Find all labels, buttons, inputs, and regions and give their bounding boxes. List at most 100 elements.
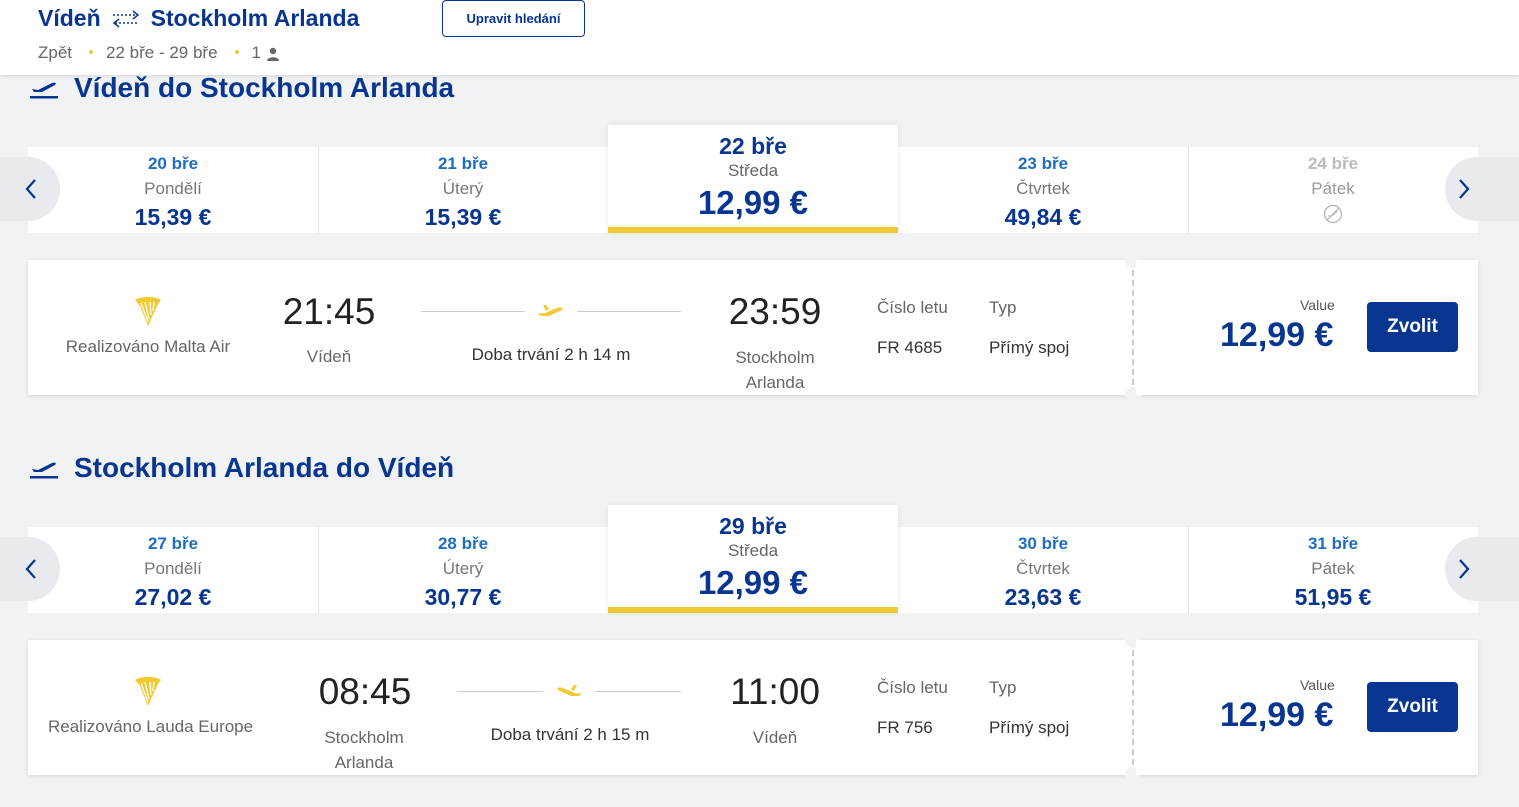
selected-date-label: 22 bře — [719, 133, 787, 159]
date-price: 15,39 € — [134, 204, 212, 230]
trip-type: Zpět — [38, 43, 73, 62]
date-option-31[interactable]: 31 bře Pátek 51,95 € — [1188, 527, 1478, 613]
route-title: Vídeň Stockholm Arlanda — [38, 5, 359, 32]
arrival-place: Vídeň — [752, 728, 798, 747]
route-line-left — [421, 311, 525, 312]
outbound-selected-date[interactable]: 22 bře Středa 12,99 € — [608, 125, 898, 233]
date-divider — [318, 527, 319, 613]
destination-city: Stockholm Arlanda — [150, 5, 360, 31]
outbound-section-title: Vídeň do Stockholm Arlanda — [30, 72, 454, 104]
date-option-24: 24 bře Pátek — [1188, 147, 1478, 233]
trip-dates: 22 bře - 29 bře — [106, 43, 218, 62]
search-summary-header: Vídeň Stockholm Arlanda Zpět 22 bře - 29… — [0, 0, 1519, 75]
weekday-label: Pátek — [1311, 179, 1355, 198]
inbound-next-dates-button[interactable] — [1445, 537, 1519, 601]
arrival-place: Stockholm Arlanda — [735, 348, 815, 392]
selected-date-label: 29 bře — [719, 513, 787, 539]
departure-plane-icon — [30, 82, 58, 99]
inbound-title-text: Stockholm Arlanda do Vídeň — [74, 452, 455, 483]
ryanair-harp-icon — [135, 677, 161, 706]
date-price: 27,02 € — [134, 584, 212, 610]
chevron-left-icon — [25, 179, 36, 199]
flight-duration: Doba trvání 2 h 15 m — [490, 725, 650, 744]
date-label: 27 bře — [147, 534, 199, 553]
card-dashed-divider — [1132, 650, 1134, 765]
date-label: 28 bře — [437, 534, 489, 553]
flight-type-label: Typ — [989, 678, 1017, 697]
carrier-info: Realizováno Lauda Europe — [48, 674, 254, 737]
weekday-label: Čtvrtek — [1016, 559, 1070, 578]
weekday-label: Úterý — [442, 179, 484, 198]
departure-plane-icon — [30, 462, 58, 479]
date-label: 24 bře — [1307, 154, 1359, 173]
departure-place: Stockholm Arlanda — [324, 728, 404, 772]
date-option-27[interactable]: 27 bře Pondělí 27,02 € — [28, 527, 318, 613]
date-divider — [318, 147, 319, 233]
date-label: 31 bře — [1307, 534, 1359, 553]
date-divider — [1188, 527, 1189, 613]
outbound-title-text: Vídeň do Stockholm Arlanda — [74, 72, 455, 103]
person-icon — [267, 47, 280, 61]
flight-number: FR 756 — [877, 718, 933, 737]
date-option-23[interactable]: 23 bře Čtvrtek 49,84 € — [898, 147, 1188, 233]
arrival-time: 11:00 — [730, 671, 820, 712]
inbound-selected-date[interactable]: 29 bře Středa 12,99 € — [608, 505, 898, 613]
flight-number-label: Číslo letu — [877, 678, 948, 697]
passenger-count: 1 — [251, 43, 262, 62]
origin-city: Vídeň — [38, 5, 101, 31]
date-option-21[interactable]: 21 bře Úterý 15,39 € — [318, 147, 608, 233]
plane-icon — [538, 305, 563, 316]
date-label: 21 bře — [437, 154, 489, 173]
outbound-next-dates-button[interactable] — [1445, 157, 1519, 221]
weekday-label: Úterý — [442, 559, 484, 578]
no-flights-icon — [1323, 204, 1343, 224]
edit-search-button[interactable]: Upravit hledání — [442, 0, 585, 37]
date-label: 30 bře — [1017, 534, 1069, 553]
date-price: 15,39 € — [424, 204, 502, 230]
flight-number-label: Číslo letu — [877, 298, 948, 317]
flight-type: Přímý spoj — [989, 718, 1070, 737]
swap-arrows-icon — [112, 9, 139, 28]
date-option-20[interactable]: 20 bře Pondělí 15,39 € — [28, 147, 318, 233]
operator-name: Realizováno Malta Air — [65, 337, 231, 356]
fare-type-label: Value — [1300, 677, 1335, 693]
select-flight-button[interactable]: Zvolit — [1367, 682, 1458, 732]
plane-icon — [557, 685, 582, 696]
outbound-flight-card[interactable]: Realizováno Malta Air 21:45 Vídeň Doba t… — [28, 252, 1478, 403]
date-price: 23,63 € — [1004, 584, 1082, 610]
inbound-flight-card[interactable]: Realizováno Lauda Europe 08:45 Stockholm… — [28, 632, 1478, 783]
weekday-label: Pátek — [1311, 559, 1355, 578]
inbound-section-title: Stockholm Arlanda do Vídeň — [30, 452, 454, 484]
chevron-left-icon — [25, 559, 36, 579]
date-price: 30,77 € — [424, 584, 502, 610]
departure-time: 21:45 — [282, 291, 376, 332]
trip-meta: Zpět 22 bře - 29 bře 1 — [38, 43, 280, 63]
outbound-prev-dates-button[interactable] — [0, 157, 60, 221]
chevron-right-icon — [1459, 179, 1470, 199]
date-option-28[interactable]: 28 bře Úterý 30,77 € — [318, 527, 608, 613]
ryanair-harp-icon — [135, 297, 161, 326]
selected-weekday-label: Středa — [727, 541, 779, 560]
chevron-right-icon — [1459, 559, 1470, 579]
weekday-label: Pondělí — [144, 559, 202, 578]
flight-price: 12,99 € — [1220, 696, 1334, 734]
selected-date-price: 12,99 € — [697, 564, 809, 601]
weekday-label: Čtvrtek — [1016, 179, 1070, 198]
selected-weekday-label: Středa — [727, 161, 779, 180]
card-dashed-divider — [1132, 270, 1134, 385]
departure-time: 08:45 — [318, 671, 412, 712]
route-line-right — [595, 691, 681, 692]
flight-duration: Doba trvání 2 h 14 m — [471, 345, 631, 364]
date-price: 49,84 € — [1004, 204, 1082, 230]
flight-price: 12,99 € — [1220, 316, 1334, 354]
separator-dot — [89, 50, 94, 54]
arrival-time: 23:59 — [728, 291, 822, 332]
operator-name: Realizováno Lauda Europe — [48, 717, 254, 736]
date-label: 20 bře — [147, 154, 199, 173]
date-divider — [1188, 147, 1189, 233]
date-option-30[interactable]: 30 bře Čtvrtek 23,63 € — [898, 527, 1188, 613]
date-price: 51,95 € — [1294, 584, 1372, 610]
fare-type-label: Value — [1300, 297, 1335, 313]
inbound-prev-dates-button[interactable] — [0, 537, 60, 601]
select-flight-button[interactable]: Zvolit — [1367, 302, 1458, 352]
